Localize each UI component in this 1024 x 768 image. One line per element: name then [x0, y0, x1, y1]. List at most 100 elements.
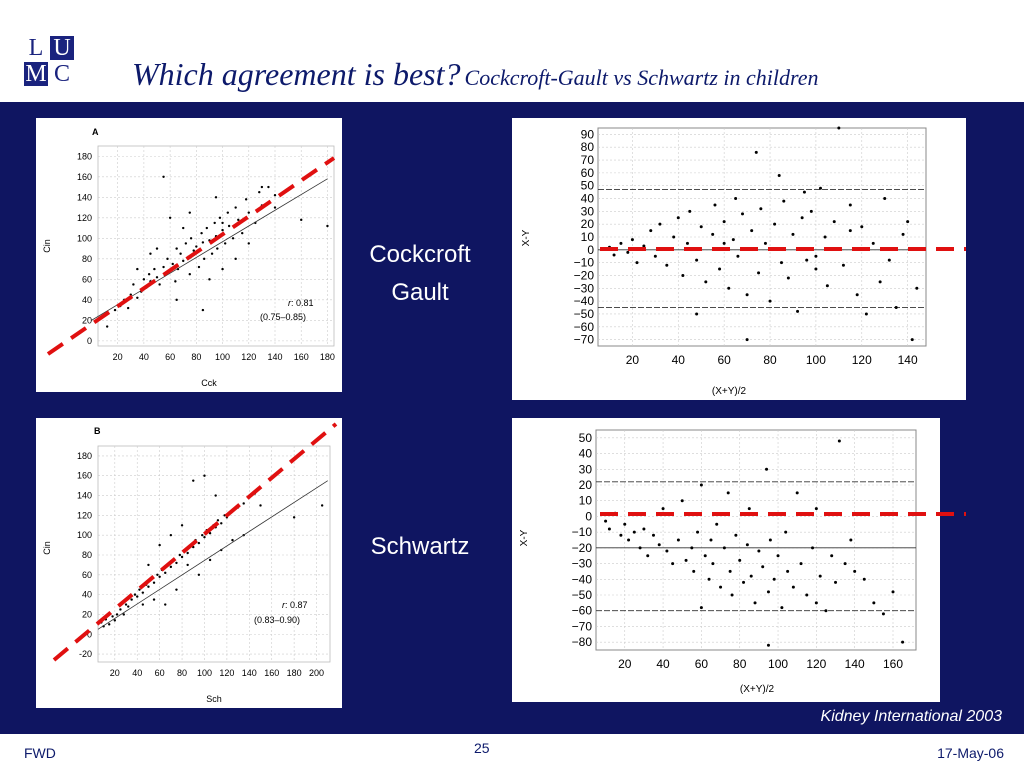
data-point: [267, 185, 270, 189]
x-axis-label: Cck: [201, 378, 217, 388]
scatter-chart-b: B 20 40 60 80 100 120 140 160 180 200 -20 0 20 40 60 80…: [42, 426, 331, 704]
data-point: [796, 309, 800, 313]
data-point: [860, 225, 864, 229]
x-tick-label: 180: [287, 668, 302, 678]
footer-date: 17-May-06: [937, 745, 1004, 761]
data-point: [742, 580, 746, 584]
data-point: [205, 226, 209, 230]
data-point: [227, 224, 231, 228]
y-tick-label: 0: [585, 509, 592, 523]
data-point: [786, 276, 790, 280]
data-point: [231, 509, 234, 512]
data-point: [726, 491, 730, 495]
data-point: [186, 563, 189, 567]
data-point: [814, 267, 818, 271]
slide-title: Which agreement is best? Cockcroft-Gault…: [132, 56, 819, 93]
data-point: [164, 603, 167, 606]
data-point: [169, 565, 173, 569]
data-point: [175, 561, 178, 565]
data-point: [604, 519, 608, 523]
y-tick-label: 40: [82, 295, 92, 305]
data-point: [247, 211, 250, 214]
data-point: [214, 196, 218, 199]
data-point: [119, 608, 122, 611]
data-point: [805, 593, 809, 597]
data-point: [132, 283, 135, 286]
data-point: [719, 585, 723, 589]
title-main: Which agreement is best?: [132, 56, 461, 92]
data-point: [111, 615, 114, 618]
data-point: [824, 609, 828, 613]
data-point: [681, 273, 685, 277]
data-point: [855, 293, 859, 297]
data-point: [780, 606, 784, 610]
y-tick-label: 50: [579, 431, 593, 445]
data-point: [795, 491, 799, 495]
y-tick-label: 30: [581, 204, 595, 218]
data-point: [881, 612, 885, 616]
data-point: [192, 249, 195, 252]
data-point: [225, 516, 229, 519]
slide-footer: FWD 25 17-May-06: [0, 734, 1024, 768]
data-point: [607, 245, 611, 249]
data-point: [676, 216, 680, 220]
chart-panel-a-bland-altman: 20 40 60 80 100 120 140 90 80 70 60 50 40 30 20 10 0 −10−…: [512, 118, 966, 400]
data-point: [183, 548, 186, 552]
y-tick-label: −40: [572, 572, 593, 586]
data-point: [703, 554, 707, 558]
data-point: [216, 519, 220, 522]
data-point: [791, 585, 795, 589]
data-point: [273, 206, 277, 209]
data-point: [657, 543, 661, 547]
y-axis-label: X-Y: [521, 229, 532, 246]
x-tick-label: 120: [806, 657, 826, 671]
y-tick-label: 50: [581, 179, 595, 193]
data-point: [782, 199, 786, 203]
data-point: [638, 546, 642, 550]
chart-panel-b-bland-altman: 20 40 60 80 100 120 140 160 50 40 30 20 10 0 −10 −20 −30…: [512, 418, 940, 702]
data-point: [906, 220, 910, 224]
data-point: [195, 245, 198, 248]
data-point: [607, 527, 611, 531]
data-point: [175, 298, 178, 302]
data-point: [837, 439, 841, 443]
data-point: [192, 545, 195, 549]
data-point: [221, 221, 224, 225]
data-point: [626, 250, 630, 254]
data-point: [878, 280, 882, 284]
x-tick-label: 140: [242, 668, 257, 678]
data-point: [685, 241, 689, 245]
logo-letter-c: C: [53, 61, 70, 87]
data-point: [731, 238, 735, 242]
data-point: [178, 553, 182, 557]
data-point: [192, 479, 195, 482]
chart-panel-a-scatter: A 20 40 60 80 100 120 140 160 180 0 20 40 60 80 100 120…: [36, 118, 342, 392]
data-point: [825, 284, 829, 288]
y-tick-label: 160: [77, 471, 92, 481]
data-point: [320, 504, 324, 507]
data-point: [853, 569, 857, 573]
data-point: [841, 263, 845, 267]
y-tick-label: −70: [572, 619, 593, 633]
y-tick-label: 180: [77, 451, 92, 461]
data-point: [814, 601, 818, 605]
data-point: [259, 504, 262, 507]
y-tick-label: 80: [581, 140, 595, 154]
data-point: [136, 267, 139, 271]
data-point: [203, 535, 206, 539]
data-point: [231, 237, 235, 240]
data-point: [221, 267, 224, 271]
y-tick-label: 30: [579, 462, 593, 476]
data-point: [180, 555, 184, 559]
x-tick-label: 80: [177, 668, 187, 678]
data-point: [197, 573, 201, 577]
data-point: [175, 588, 178, 591]
data-point: [149, 280, 152, 283]
data-point: [241, 231, 244, 235]
data-point: [730, 593, 734, 597]
data-point: [141, 603, 145, 606]
x-tick-label: 120: [241, 352, 256, 362]
data-point: [248, 496, 251, 499]
data-point: [127, 605, 130, 608]
data-point: [223, 242, 227, 245]
